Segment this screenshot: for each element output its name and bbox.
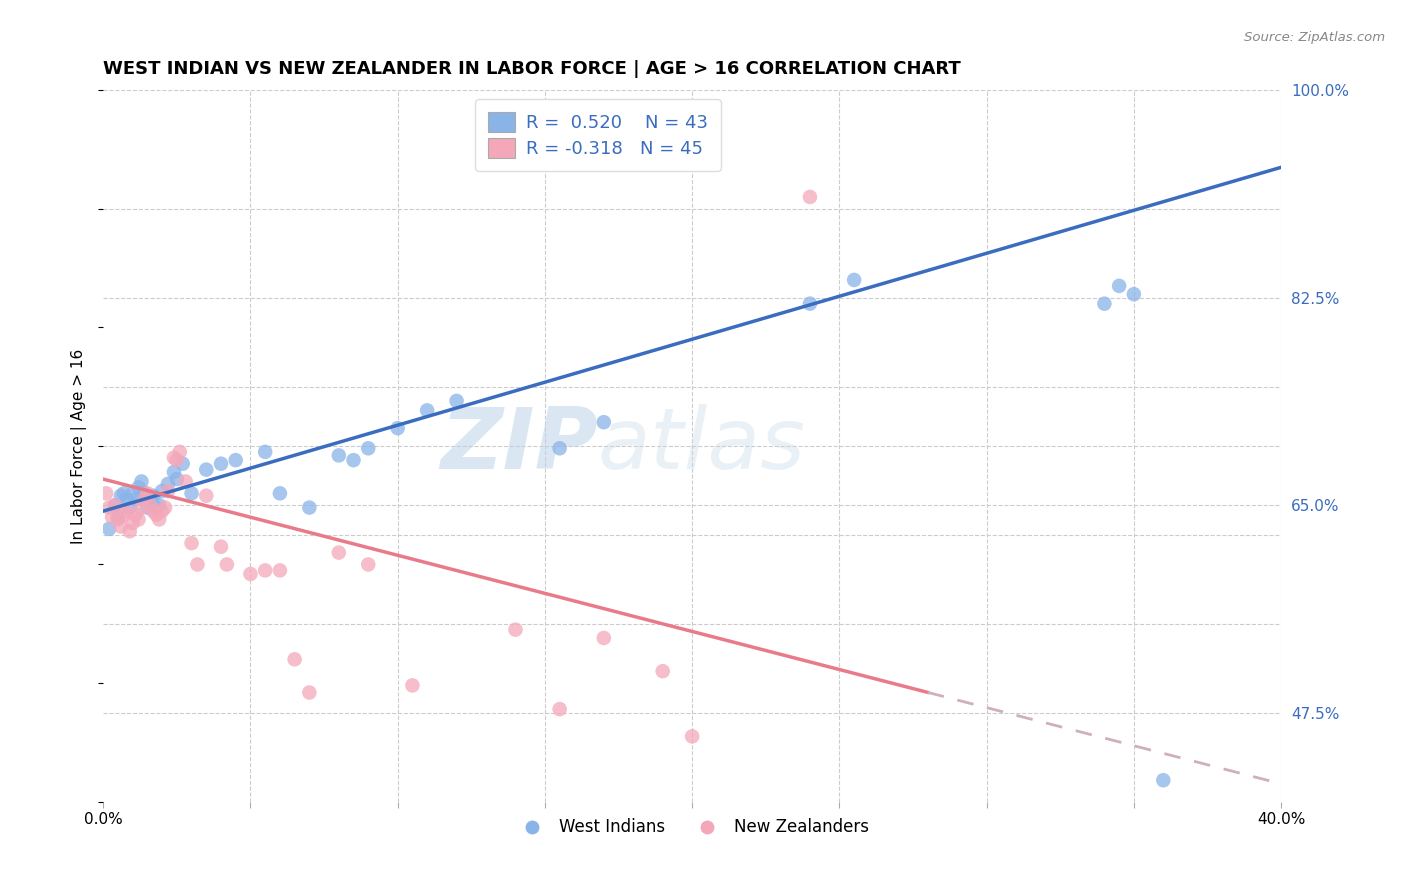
Point	[131, 500, 153, 515]
Point	[172, 457, 194, 471]
Point	[1152, 773, 1174, 788]
Point	[446, 393, 468, 408]
Point	[98, 500, 121, 515]
Point	[180, 536, 202, 550]
Point	[548, 442, 571, 456]
Point	[166, 472, 188, 486]
Point	[239, 566, 262, 581]
Point	[1094, 296, 1116, 310]
Point	[416, 403, 439, 417]
Point	[139, 492, 162, 507]
Point	[681, 730, 703, 744]
Point	[357, 558, 380, 572]
Point	[328, 546, 350, 560]
Point	[139, 498, 162, 512]
Point	[1108, 278, 1130, 293]
Point	[142, 489, 165, 503]
Point	[107, 510, 129, 524]
Point	[107, 512, 129, 526]
Point	[1122, 287, 1144, 301]
Point	[298, 685, 321, 699]
Point	[651, 664, 673, 678]
Point	[225, 453, 247, 467]
Point	[150, 504, 173, 518]
Point	[121, 486, 143, 500]
Point	[163, 450, 186, 465]
Point	[98, 522, 121, 536]
Text: atlas: atlas	[598, 404, 806, 487]
Point	[592, 631, 614, 645]
Point	[284, 652, 307, 666]
Point	[148, 512, 170, 526]
Point	[150, 483, 173, 498]
Point	[136, 486, 159, 500]
Legend: West Indians, New Zealanders: West Indians, New Zealanders	[509, 812, 875, 843]
Point	[357, 442, 380, 456]
Point	[548, 702, 571, 716]
Point	[387, 421, 409, 435]
Point	[842, 273, 865, 287]
Text: ZIP: ZIP	[440, 404, 598, 487]
Point	[118, 500, 141, 515]
Point	[153, 500, 176, 515]
Y-axis label: In Labor Force | Age > 16: In Labor Force | Age > 16	[72, 348, 87, 543]
Point	[195, 489, 218, 503]
Point	[342, 453, 364, 467]
Point	[328, 449, 350, 463]
Point	[115, 504, 138, 518]
Point	[112, 508, 135, 522]
Point	[269, 563, 291, 577]
Point	[269, 486, 291, 500]
Point	[186, 558, 208, 572]
Point	[799, 190, 821, 204]
Point	[134, 492, 156, 507]
Point	[142, 504, 165, 518]
Point	[131, 475, 153, 489]
Point	[169, 445, 191, 459]
Point	[209, 457, 232, 471]
Text: Source: ZipAtlas.com: Source: ZipAtlas.com	[1244, 31, 1385, 45]
Point	[799, 296, 821, 310]
Point	[118, 524, 141, 539]
Point	[136, 500, 159, 515]
Point	[110, 519, 132, 533]
Point	[145, 508, 167, 522]
Point	[101, 510, 124, 524]
Point	[124, 508, 146, 522]
Point	[115, 492, 138, 507]
Point	[156, 483, 179, 498]
Point	[110, 489, 132, 503]
Point	[134, 486, 156, 500]
Point	[166, 453, 188, 467]
Point	[124, 492, 146, 507]
Point	[215, 558, 238, 572]
Point	[163, 465, 186, 479]
Point	[401, 678, 423, 692]
Point	[148, 498, 170, 512]
Point	[156, 476, 179, 491]
Point	[104, 498, 127, 512]
Point	[112, 486, 135, 500]
Point	[180, 486, 202, 500]
Point	[195, 462, 218, 476]
Point	[174, 475, 197, 489]
Point	[96, 486, 118, 500]
Point	[121, 516, 143, 530]
Point	[254, 563, 277, 577]
Text: WEST INDIAN VS NEW ZEALANDER IN LABOR FORCE | AGE > 16 CORRELATION CHART: WEST INDIAN VS NEW ZEALANDER IN LABOR FO…	[103, 60, 960, 78]
Point	[298, 500, 321, 515]
Point	[104, 498, 127, 512]
Point	[145, 500, 167, 515]
Point	[128, 480, 150, 494]
Point	[505, 623, 527, 637]
Point	[209, 540, 232, 554]
Point	[128, 512, 150, 526]
Point	[254, 445, 277, 459]
Point	[592, 415, 614, 429]
